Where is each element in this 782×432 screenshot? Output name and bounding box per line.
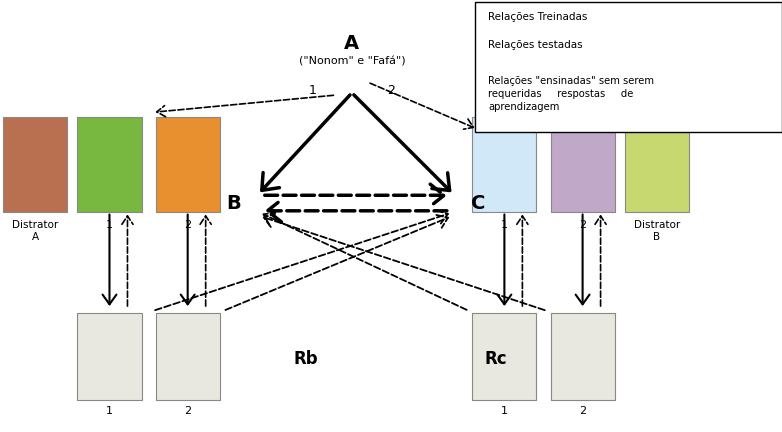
Text: 2: 2 — [184, 406, 192, 416]
FancyArrowPatch shape — [517, 216, 528, 306]
FancyBboxPatch shape — [472, 313, 536, 400]
FancyArrowPatch shape — [354, 95, 450, 191]
Text: Distrator
A: Distrator A — [12, 220, 59, 242]
Text: Relações testadas: Relações testadas — [488, 40, 583, 51]
Text: 2: 2 — [184, 220, 192, 230]
FancyArrowPatch shape — [225, 215, 448, 310]
FancyArrowPatch shape — [155, 210, 448, 310]
FancyArrowPatch shape — [264, 212, 467, 310]
Text: Rc: Rc — [485, 349, 508, 368]
FancyArrowPatch shape — [497, 214, 511, 304]
Text: ("Nonom" e "Fafá"): ("Nonom" e "Fafá") — [299, 56, 405, 66]
Text: 1: 1 — [501, 220, 508, 230]
FancyArrowPatch shape — [595, 216, 606, 306]
Text: C: C — [471, 194, 485, 213]
Text: Distrator
B: Distrator B — [633, 220, 680, 242]
FancyArrowPatch shape — [262, 95, 350, 191]
FancyBboxPatch shape — [77, 313, 142, 400]
FancyArrowPatch shape — [643, 32, 763, 52]
FancyBboxPatch shape — [475, 2, 782, 132]
FancyArrowPatch shape — [370, 83, 473, 129]
FancyArrowPatch shape — [102, 214, 117, 304]
FancyArrowPatch shape — [264, 214, 545, 310]
FancyArrowPatch shape — [156, 95, 333, 117]
FancyBboxPatch shape — [472, 117, 536, 212]
FancyBboxPatch shape — [3, 117, 67, 212]
Text: 2: 2 — [387, 84, 395, 97]
Text: Relações "ensinadas" sem serem
requeridas     respostas     de
aprendizagem: Relações "ensinadas" sem serem requerida… — [488, 76, 654, 112]
FancyBboxPatch shape — [625, 117, 689, 212]
FancyArrowPatch shape — [200, 216, 211, 306]
FancyBboxPatch shape — [77, 117, 142, 212]
FancyArrowPatch shape — [265, 184, 444, 206]
Text: 1: 1 — [106, 406, 113, 416]
Text: A: A — [344, 34, 360, 53]
Text: 1: 1 — [309, 84, 317, 97]
FancyArrowPatch shape — [181, 214, 195, 304]
FancyBboxPatch shape — [156, 313, 220, 400]
FancyArrowPatch shape — [643, 38, 763, 58]
FancyArrowPatch shape — [122, 216, 133, 306]
Text: Relações Treinadas: Relações Treinadas — [488, 12, 587, 22]
Text: 1: 1 — [106, 220, 113, 230]
FancyArrowPatch shape — [643, 10, 763, 30]
Text: Rb: Rb — [293, 349, 317, 368]
FancyArrowPatch shape — [608, 113, 765, 127]
FancyArrowPatch shape — [643, 4, 763, 24]
FancyBboxPatch shape — [156, 117, 220, 212]
FancyArrowPatch shape — [576, 214, 590, 304]
Text: 1: 1 — [501, 406, 508, 416]
Text: 2: 2 — [579, 220, 586, 230]
Text: 2: 2 — [579, 406, 586, 416]
FancyBboxPatch shape — [551, 117, 615, 212]
FancyBboxPatch shape — [551, 313, 615, 400]
Text: B: B — [226, 194, 241, 213]
FancyArrowPatch shape — [267, 200, 447, 222]
